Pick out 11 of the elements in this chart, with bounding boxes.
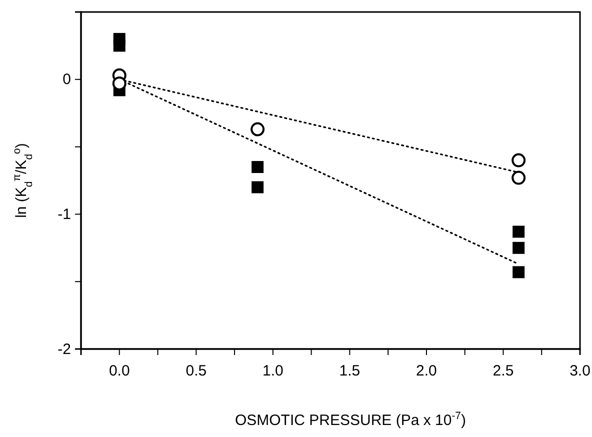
x-tick-label: 1.5 (339, 362, 360, 380)
x-axis-title: OSMOTIC PRESSURE (Pa x 10$^{-7}$) (234, 410, 466, 429)
x-tick-label: 1.0 (262, 362, 284, 380)
y-tick-label: -2 (58, 340, 71, 358)
x-tick-label: 0.0 (108, 362, 130, 380)
x-tick-label: 3.0 (570, 362, 590, 380)
x-tick-label: 2.0 (416, 362, 437, 380)
y-tick-label: 0 (62, 71, 71, 88)
x-tick-label: 0.5 (186, 362, 207, 380)
y-tick-label: -1 (58, 206, 71, 223)
x-tick-label: 2.5 (492, 362, 514, 380)
